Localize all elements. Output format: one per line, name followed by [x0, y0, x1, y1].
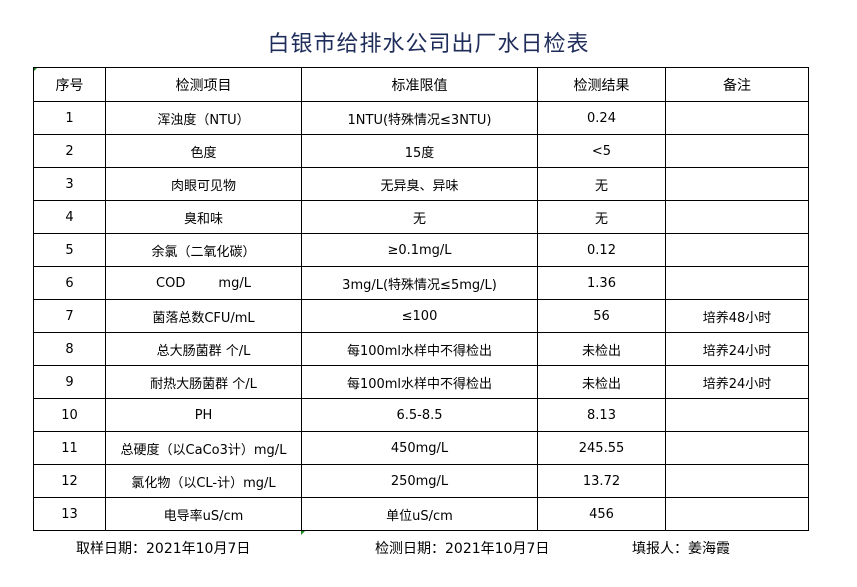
- table-cell: [665, 398, 809, 432]
- table-cell: 余氯（二氧化碳）: [105, 233, 302, 267]
- table-cell: [665, 431, 809, 465]
- table-row: 4 臭和味无无: [33, 200, 809, 234]
- table-cell: 臭和味: [105, 200, 302, 234]
- table-cell: 11: [33, 431, 106, 465]
- table-cell: 培养24小时: [665, 365, 809, 399]
- table-cell: [665, 101, 809, 135]
- table-cell: 耐热大肠菌群 个/L: [105, 365, 302, 399]
- table-cell: 3: [33, 167, 106, 201]
- column-header: 备注: [665, 67, 809, 102]
- column-header: 标准限值: [301, 67, 538, 102]
- table-cell: 未检出: [537, 365, 666, 399]
- table-cell: 245.55: [537, 431, 666, 465]
- table-cell: COD mg/L: [105, 266, 302, 300]
- cell-marker: [301, 530, 306, 535]
- table-cell: 浑浊度（NTU）: [105, 101, 302, 135]
- page-title: 白银市给排水公司出厂水日检表: [267, 32, 590, 57]
- table-cell: [665, 266, 809, 300]
- table-row: 7 菌落总数CFU/mL ≤100 56 培养48小时: [33, 299, 809, 333]
- table-cell: 1.36: [537, 266, 666, 300]
- table-row: 3 肉眼可见物 无异臭、异味无: [33, 167, 809, 201]
- table-cell: 56: [537, 299, 666, 333]
- sample-date: 取样日期：2021年10月7日: [76, 541, 251, 557]
- table-cell: 肉眼可见物: [105, 167, 302, 201]
- table-cell: 10: [33, 398, 106, 432]
- table-cell: 色度: [105, 134, 302, 168]
- table-cell: 456: [537, 497, 666, 531]
- table-row: 9 耐热大肠菌群 个/L 每100ml水样中不得检出 未检出 培养24小时: [33, 365, 809, 399]
- inspection-table: 序号 检测项目 标准限值 检测结果 备注 1 浑浊度（NTU） 1NTU(特殊情况≤3NTU…: [33, 67, 809, 531]
- table-cell: 8: [33, 332, 106, 366]
- table-row: 8 总大肠菌群 个/L 每100ml水样中不得检出 未检出 培养24小时: [33, 332, 809, 366]
- table-row: 11 总硬度（以CaCo3计）mg/L 450mg/L 245.55: [33, 431, 809, 465]
- table-cell: 未检出: [537, 332, 666, 366]
- table-cell: 7: [33, 299, 106, 333]
- table-cell: 电导率uS/cm: [105, 497, 302, 531]
- table-cell: 3mg/L(特殊情况≤5mg/L): [301, 266, 538, 300]
- table-cell: ≤100: [301, 299, 538, 333]
- table-row: 1 浑浊度（NTU） 1NTU(特殊情况≤3NTU) 0.24: [33, 101, 809, 135]
- table-cell: 无: [537, 200, 666, 234]
- table-row: 13 电导率uS/cm 单位uS/cm 456: [33, 497, 809, 531]
- table-cell: [665, 497, 809, 531]
- column-header: 检测结果: [537, 67, 666, 102]
- table-cell: 培养24小时: [665, 332, 809, 366]
- table-cell: [665, 167, 809, 201]
- column-header: 序号: [33, 67, 106, 102]
- table-cell: PH: [105, 398, 302, 432]
- table-cell: 每100ml水样中不得检出: [301, 365, 538, 399]
- table-cell: 4: [33, 200, 106, 234]
- table-cell: 无: [301, 200, 538, 234]
- table-row: 2 色度 15度 <5: [33, 134, 809, 168]
- table-row: 5 余氯（二氧化碳） ≥0.1mg/L 0.12: [33, 233, 809, 267]
- table-cell: [665, 200, 809, 234]
- filler: 填报人：姜海霞: [632, 541, 730, 557]
- table-cell: 培养48小时: [665, 299, 809, 333]
- table-cell: 0.12: [537, 233, 666, 267]
- table-cell: 每100ml水样中不得检出: [301, 332, 538, 366]
- table-cell: 13.72: [537, 464, 666, 498]
- table-cell: 12: [33, 464, 106, 498]
- test-date: 检测日期：2021年10月7日: [375, 541, 550, 557]
- table-cell: 6: [33, 266, 106, 300]
- table-cell: 菌落总数CFU/mL: [105, 299, 302, 333]
- table-cell: 氯化物（以CL-计）mg/L: [105, 464, 302, 498]
- table-cell: 总硬度（以CaCo3计）mg/L: [105, 431, 302, 465]
- table-cell: 单位uS/cm: [301, 497, 538, 531]
- column-header: 检测项目: [105, 67, 302, 102]
- table-cell: 450mg/L: [301, 431, 538, 465]
- table-cell: [665, 134, 809, 168]
- table-cell: [665, 464, 809, 498]
- table-cell: 250mg/L: [301, 464, 538, 498]
- table-cell: 6.5-8.5: [301, 398, 538, 432]
- table-header-row: 序号 检测项目 标准限值 检测结果 备注: [33, 67, 809, 102]
- table-cell: ≥0.1mg/L: [301, 233, 538, 267]
- table-cell: 无: [537, 167, 666, 201]
- table-cell: 9: [33, 365, 106, 399]
- table-cell: 无异臭、异味: [301, 167, 538, 201]
- table-cell: 1: [33, 101, 106, 135]
- table-row: 6 COD mg/L 3mg/L(特殊情况≤5mg/L) 1.36: [33, 266, 809, 300]
- table-cell: [665, 233, 809, 267]
- table-cell: 1NTU(特殊情况≤3NTU): [301, 101, 538, 135]
- table-cell: 0.24: [537, 101, 666, 135]
- table-cell: 13: [33, 497, 106, 531]
- table-cell: <5: [537, 134, 666, 168]
- table-cell: 8.13: [537, 398, 666, 432]
- table-cell: 2: [33, 134, 106, 168]
- table-cell: 5: [33, 233, 106, 267]
- table-row: 10 PH 6.5-8.5 8.13: [33, 398, 809, 432]
- table-cell: 总大肠菌群 个/L: [105, 332, 302, 366]
- table-row: 12 氯化物（以CL-计）mg/L 250mg/L 13.72: [33, 464, 809, 498]
- table-cell: 15度: [301, 134, 538, 168]
